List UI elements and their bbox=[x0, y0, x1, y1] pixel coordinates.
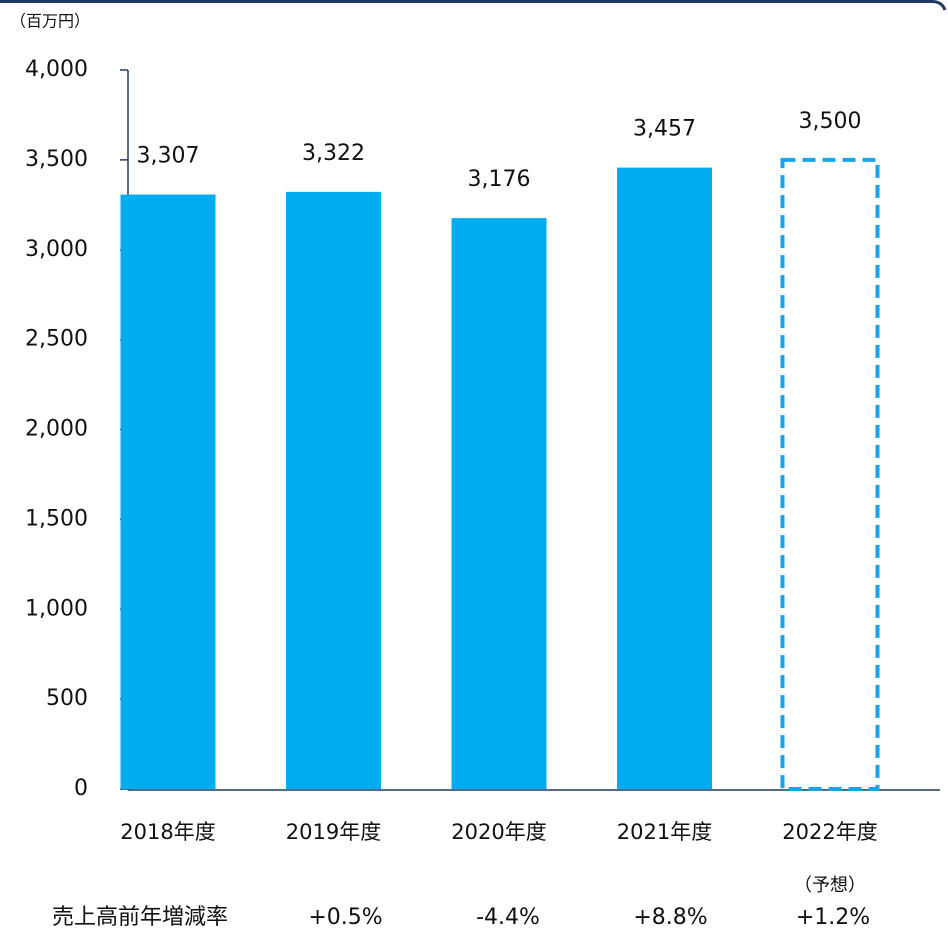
bar bbox=[120, 194, 216, 789]
growth-rate: +1.2% bbox=[796, 905, 870, 930]
y-tick-label: 2,000 bbox=[25, 417, 88, 442]
y-tick-label: 0 bbox=[74, 776, 88, 801]
y-tick-label: 3,500 bbox=[25, 147, 88, 172]
value-label: 3,307 bbox=[137, 144, 200, 169]
value-label: 3,322 bbox=[302, 141, 365, 166]
forecast-bar bbox=[780, 157, 880, 791]
bar bbox=[617, 167, 712, 789]
top-border bbox=[0, 0, 947, 11]
bar bbox=[451, 218, 547, 789]
x-tick-label: 2018年度 bbox=[120, 820, 215, 844]
unit-label: （百万円） bbox=[10, 12, 90, 31]
x-tick-label: 2022年度 bbox=[782, 820, 877, 844]
forecast-note: （予想） bbox=[794, 875, 866, 896]
bar bbox=[286, 191, 381, 790]
value-label: 3,500 bbox=[799, 109, 862, 134]
value-label: 3,457 bbox=[633, 117, 696, 142]
value-label: 3,176 bbox=[468, 167, 531, 192]
y-tick-label: 500 bbox=[46, 686, 88, 711]
x-tick-label: 2020年度 bbox=[451, 820, 546, 844]
y-tick-label: 1,000 bbox=[25, 596, 88, 621]
growth-rate: +8.8% bbox=[633, 905, 707, 930]
growth-rate: -4.4% bbox=[476, 905, 540, 930]
y-tick-label: 3,000 bbox=[25, 237, 88, 262]
growth-row-label: 売上高前年増減率 bbox=[52, 905, 228, 930]
x-tick-label: 2021年度 bbox=[617, 820, 712, 844]
x-tick-label: 2019年度 bbox=[286, 820, 381, 844]
y-tick-label: 4,000 bbox=[25, 57, 88, 82]
y-tick-label: 2,500 bbox=[25, 327, 88, 352]
growth-rate: +0.5% bbox=[308, 905, 382, 930]
y-tick-label: 1,500 bbox=[25, 506, 88, 531]
